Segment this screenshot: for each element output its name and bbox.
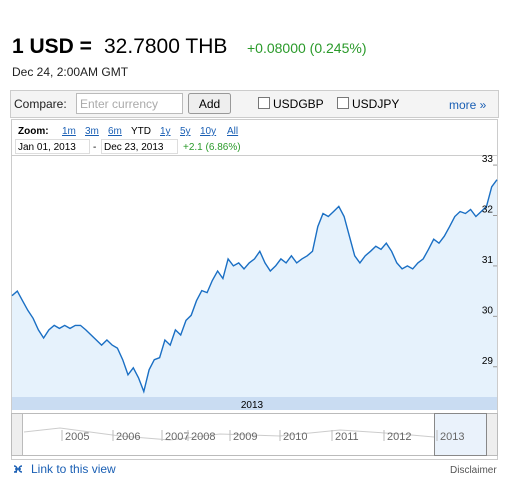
range-start: Jan 01, 2013 <box>18 142 76 153</box>
zoom-option[interactable]: 6m <box>108 126 122 137</box>
navigator[interactable] <box>11 413 498 456</box>
y-tick-label: 33 <box>482 154 494 165</box>
timestamp: Dec 24, 2:00AM GMT <box>12 65 129 79</box>
navigator-year: 2012 <box>387 431 411 443</box>
zoom-label: Zoom: <box>18 126 49 137</box>
navigator-window[interactable] <box>434 413 487 456</box>
line <box>11 179 498 394</box>
range-change: +2.1 (6.86%) <box>183 142 241 153</box>
link-icon <box>13 465 23 473</box>
zoom-option[interactable]: 5y <box>180 126 191 137</box>
base-currency: 1 USD = <box>12 35 92 58</box>
zoom-option[interactable]: 10y <box>200 126 216 137</box>
add-button-label: Add <box>199 97 220 111</box>
pair-label: USDJPY <box>352 97 399 111</box>
range-separator: - <box>93 142 96 153</box>
y-tick-label: 30 <box>482 305 494 316</box>
navigator-year: 2006 <box>116 431 140 443</box>
navigator-year: 2011 <box>335 431 359 443</box>
date-box[interactable] <box>15 139 90 154</box>
y-tick-label: 29 <box>482 356 494 367</box>
navigator-year: 2005 <box>65 431 89 443</box>
add-button[interactable] <box>188 93 231 114</box>
more-link[interactable]: more » <box>449 98 487 112</box>
range-end: Dec 23, 2013 <box>104 142 164 153</box>
checkbox[interactable] <box>258 97 270 109</box>
disclaimer[interactable]: Disclaimer <box>450 465 497 476</box>
currency-input[interactable] <box>76 93 183 114</box>
rate-change: +0.08000 (0.245%) <box>247 40 366 56</box>
navigator-year: 2013 <box>440 431 464 443</box>
area <box>12 179 497 397</box>
y-tick-label: 32 <box>482 205 494 216</box>
zoom-option[interactable]: 1m <box>62 126 76 137</box>
date-box[interactable] <box>101 139 178 154</box>
navigator-year: 2009 <box>233 431 257 443</box>
checkbox[interactable] <box>337 97 349 109</box>
rate: 32.7800 THB <box>104 35 227 58</box>
navigator-year: 2008 <box>191 431 215 443</box>
input-placeholder: Enter currency <box>80 97 158 111</box>
navigator-year: 2010 <box>283 431 307 443</box>
navigator-trace <box>23 427 435 441</box>
compare-label: Compare: <box>14 97 67 111</box>
period-band <box>12 397 497 410</box>
y-tick-label: 31 <box>482 255 494 266</box>
zoom-option[interactable]: 1y <box>160 126 171 137</box>
zoom-option: YTD <box>131 126 151 137</box>
navigator-year: 2007 <box>165 431 189 443</box>
zoom-option[interactable]: All <box>227 126 238 137</box>
link-to-view[interactable]: Link to this view <box>31 462 116 476</box>
zoom-option[interactable]: 3m <box>85 126 99 137</box>
scroll-left[interactable] <box>11 413 23 456</box>
scroll-right[interactable] <box>486 413 498 456</box>
period-label: 2013 <box>241 400 264 411</box>
pair-label: USDGBP <box>273 97 324 111</box>
